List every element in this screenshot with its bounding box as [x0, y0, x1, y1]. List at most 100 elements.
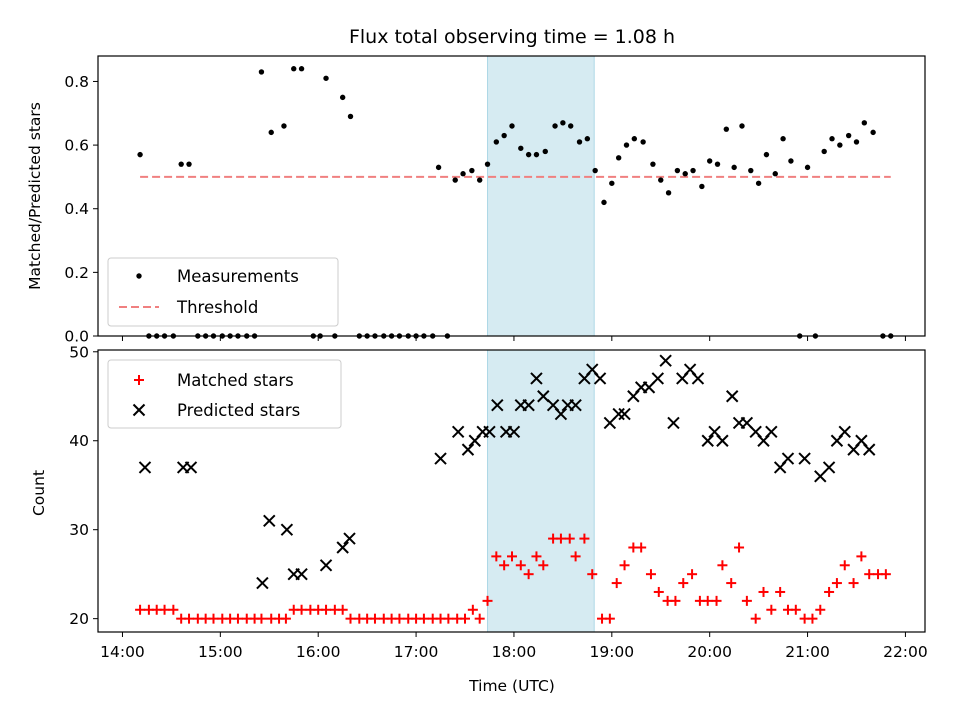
matched-star-point — [474, 613, 485, 624]
measurement-point — [763, 151, 770, 158]
measurement-point — [542, 148, 548, 155]
measurement-point — [568, 123, 574, 129]
predicted-star-point — [507, 425, 521, 439]
matched-star-point — [880, 569, 891, 580]
measurement-point — [509, 123, 515, 129]
axes-frame — [97, 349, 926, 633]
predicted-star-point — [838, 425, 851, 439]
measurement-point — [291, 66, 297, 72]
predicted-star-point — [280, 523, 294, 536]
matched-star-point — [184, 613, 195, 624]
top-panel: 0.0 0.2 0.4 0.6 0.8 Measurements Threshold — [64, 55, 926, 346]
measurement-point — [623, 142, 630, 148]
x-marker-b — [863, 443, 876, 456]
x-marker-b — [461, 443, 475, 456]
predicted-star-point — [336, 541, 349, 554]
x-tick-label: 15:00 — [198, 643, 243, 661]
matched-star-point — [515, 560, 526, 571]
x-tick-label: 19:00 — [589, 643, 634, 661]
y-tick-label: 0.6 — [64, 137, 89, 155]
measurement-point — [576, 139, 583, 145]
matched-star-point — [750, 613, 761, 624]
x-marker-b — [319, 559, 333, 572]
legend-measurement-marker — [136, 273, 142, 279]
x-marker-b — [667, 416, 680, 430]
x-marker-b — [749, 425, 762, 439]
measurement-point — [731, 164, 737, 171]
bottom-panel: 20 30 40 50 14:00 15:00 16:00 17:00 18:00 19:00 20… — [69, 343, 927, 661]
x-marker-b — [618, 407, 631, 421]
measurement-point — [476, 177, 483, 183]
measurement-point — [780, 136, 786, 142]
x-marker-b — [138, 461, 152, 474]
matched-star-point — [418, 613, 429, 624]
measurement-point — [739, 123, 745, 129]
x-marker-b — [838, 425, 851, 439]
x-marker-b — [554, 407, 568, 421]
predicted-star-point — [667, 416, 680, 430]
matched-star-point — [280, 613, 291, 624]
x-marker-b — [740, 416, 754, 430]
measurement-point — [137, 151, 143, 158]
x-marker-b — [295, 567, 308, 581]
predicted-star-point — [483, 425, 496, 439]
predicted-star-point — [522, 398, 535, 412]
predicted-star-point — [295, 567, 308, 581]
x-marker-b — [716, 434, 729, 447]
matched-star-point — [670, 595, 681, 606]
x-marker-b — [336, 541, 349, 554]
measurement-point — [821, 148, 827, 155]
measurement-point — [268, 129, 274, 136]
legend-box — [107, 359, 342, 429]
legend-label-predicted: Predicted stars — [177, 401, 300, 420]
y-tick-label: 50 — [69, 343, 89, 361]
matched-star-point — [741, 595, 752, 606]
predicted-star-point — [618, 407, 631, 421]
series-1 — [138, 354, 876, 590]
predicted-star-point — [765, 425, 778, 439]
measurement-point — [501, 132, 507, 139]
measurement-point — [699, 183, 705, 190]
measurement-point — [258, 69, 265, 75]
predicted-star-point — [451, 425, 465, 439]
matched-star-point — [506, 551, 517, 562]
matched-star-point — [653, 586, 664, 597]
matched-star-point — [135, 604, 146, 615]
x-marker-b — [483, 425, 496, 439]
matched-star-point — [369, 613, 380, 624]
x-marker-b — [765, 425, 778, 439]
x-axis-label: Time (UTC) — [468, 677, 555, 695]
y-tick-label: 0.8 — [64, 73, 89, 91]
x-marker-b — [491, 398, 504, 412]
series-0 — [137, 66, 894, 339]
x-marker-b — [263, 514, 276, 528]
x-tick-label: 17:00 — [394, 643, 439, 661]
predicted-star-point — [781, 452, 795, 465]
matched-star-point — [687, 569, 698, 580]
predicted-star-point — [256, 576, 269, 590]
y-tick-label: 0.4 — [64, 200, 89, 218]
matched-star-point — [636, 542, 647, 553]
matched-star-point — [538, 560, 549, 571]
x-marker-b — [659, 354, 672, 367]
measurement-point — [723, 126, 730, 132]
matched-star-point — [864, 569, 875, 580]
predicted-star-point — [530, 372, 543, 385]
y-tick-label: 0.0 — [64, 328, 89, 346]
measurement-point — [829, 136, 835, 142]
legend-box — [107, 257, 339, 327]
measurement-point — [690, 167, 696, 174]
predicted-star-point — [691, 372, 705, 385]
x-marker-b — [256, 576, 269, 590]
legend-label-threshold: Threshold — [176, 298, 258, 317]
measurement-point — [772, 171, 778, 177]
measurement-point — [748, 167, 754, 174]
measurement-point — [560, 120, 566, 126]
measurement-point — [714, 161, 721, 167]
y-tick-label: 40 — [69, 432, 89, 450]
matched-star-point — [824, 586, 835, 597]
measurement-point — [323, 75, 329, 81]
measurement-point — [845, 132, 852, 139]
legend-label-matched: Matched stars — [177, 371, 294, 390]
top-y-axis-label: Matched/Predicted stars — [26, 102, 44, 290]
